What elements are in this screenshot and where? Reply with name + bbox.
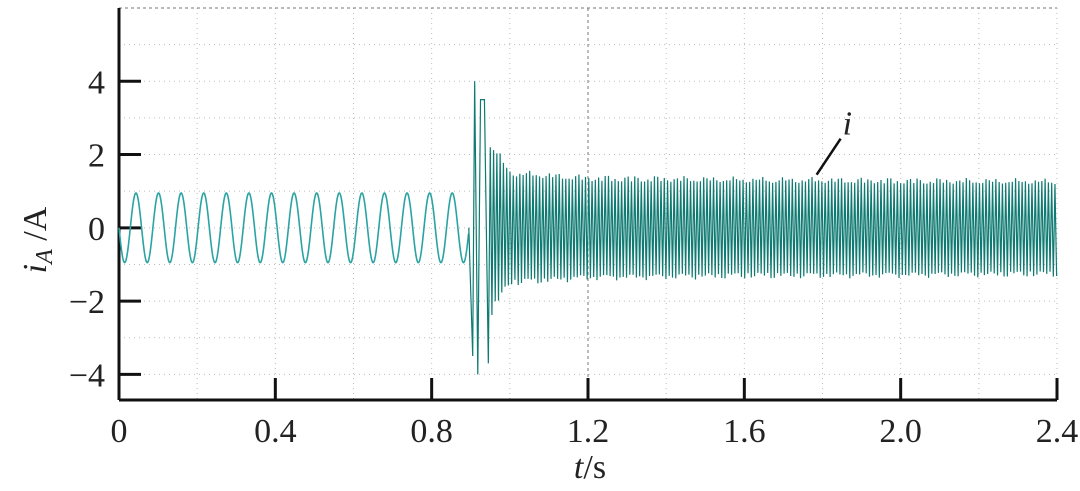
y-tick-label: −4 xyxy=(69,357,105,394)
y-tick-label: 2 xyxy=(88,138,105,175)
x-tick-label: 1.6 xyxy=(723,413,766,450)
series-annotation: i xyxy=(815,106,852,176)
y-tick-label: 0 xyxy=(88,211,105,248)
series-line xyxy=(468,81,1058,375)
x-tick-label: 0 xyxy=(111,413,128,450)
x-tick-label: 1.2 xyxy=(567,413,610,450)
y-axis-label: iA /A xyxy=(17,206,58,273)
y-tick-label: −2 xyxy=(69,284,105,321)
axis-ticks xyxy=(117,79,1059,400)
annotation-label: i xyxy=(843,106,852,143)
x-axis-label: t/s xyxy=(574,449,606,486)
x-tick-label: 0.8 xyxy=(410,413,453,450)
series-group xyxy=(118,81,1058,375)
tick-labels: 0 0.4 0.8 1.2 1.6 2.0 2.4 −4 −2 0 2 4 xyxy=(69,64,1078,450)
y-tick-label: 4 xyxy=(88,64,105,101)
series-line xyxy=(118,192,470,264)
annotation-leader xyxy=(815,137,842,176)
x-tick-label: 0.4 xyxy=(254,413,297,450)
x-tick-label: 2.0 xyxy=(879,413,922,450)
x-tick-label: 2.4 xyxy=(1036,413,1079,450)
